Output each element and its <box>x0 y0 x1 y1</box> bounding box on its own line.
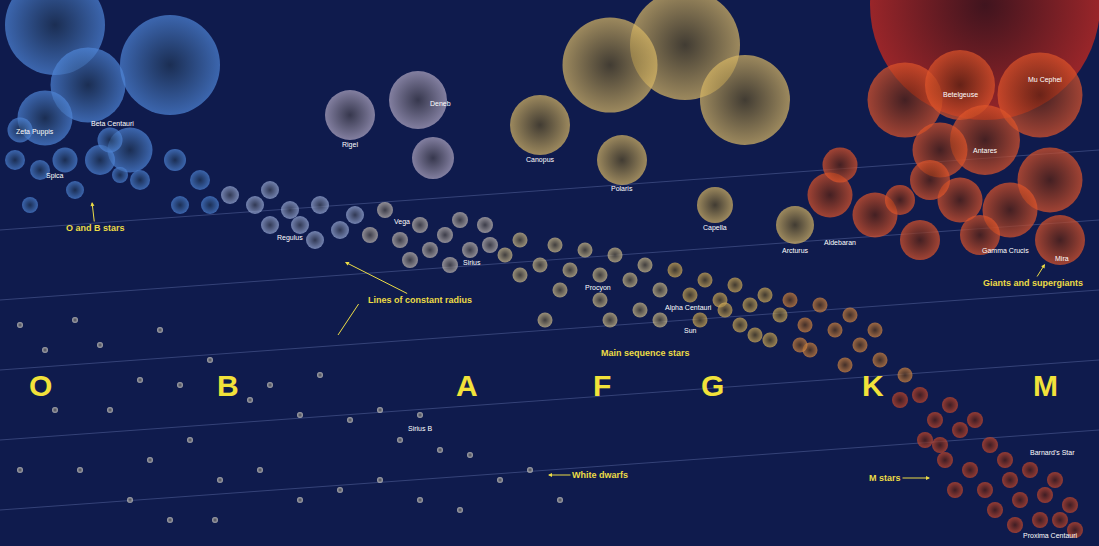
svg-text:A: A <box>456 369 478 402</box>
svg-text:Deneb: Deneb <box>430 100 451 107</box>
svg-text:Beta Centauri: Beta Centauri <box>91 120 134 127</box>
svg-text:Proxima Centauri: Proxima Centauri <box>1023 532 1078 539</box>
svg-text:Regulus: Regulus <box>277 234 303 242</box>
svg-text:Lines of constant radius: Lines of constant radius <box>368 295 472 305</box>
svg-text:Sirius B: Sirius B <box>408 425 432 432</box>
svg-text:Antares: Antares <box>973 147 998 154</box>
svg-text:K: K <box>862 369 884 402</box>
svg-text:M: M <box>1033 369 1058 402</box>
svg-text:Giants and supergiants: Giants and supergiants <box>983 278 1083 288</box>
svg-text:G: G <box>701 369 724 402</box>
svg-text:Rigel: Rigel <box>342 141 358 149</box>
svg-text:Arcturus: Arcturus <box>782 247 809 254</box>
svg-text:Main sequence stars: Main sequence stars <box>601 348 690 358</box>
svg-text:Sun: Sun <box>684 327 697 334</box>
svg-text:Aldebaran: Aldebaran <box>824 239 856 246</box>
svg-text:Sirius: Sirius <box>463 259 481 266</box>
svg-text:Gamma Crucis: Gamma Crucis <box>982 247 1029 254</box>
svg-text:Alpha Centauri: Alpha Centauri <box>665 304 712 312</box>
svg-text:Vega: Vega <box>394 218 410 226</box>
svg-text:F: F <box>593 369 611 402</box>
svg-text:Procyon: Procyon <box>585 284 611 292</box>
svg-text:White dwarfs: White dwarfs <box>572 470 628 480</box>
svg-text:Canopus: Canopus <box>526 156 555 164</box>
svg-text:O and B stars: O and B stars <box>66 223 125 233</box>
svg-text:Capella: Capella <box>703 224 727 232</box>
svg-text:Barnard's Star: Barnard's Star <box>1030 449 1075 456</box>
svg-text:Mira: Mira <box>1055 255 1069 262</box>
svg-text:B: B <box>217 369 239 402</box>
svg-text:Spica: Spica <box>46 172 64 180</box>
svg-text:Polaris: Polaris <box>611 185 633 192</box>
svg-text:O: O <box>29 369 52 402</box>
svg-text:Zeta Puppis: Zeta Puppis <box>16 128 54 136</box>
svg-text:Betelgeuse: Betelgeuse <box>943 91 978 99</box>
svg-text:Mu Cephei: Mu Cephei <box>1028 76 1062 84</box>
svg-text:M stars: M stars <box>869 473 901 483</box>
